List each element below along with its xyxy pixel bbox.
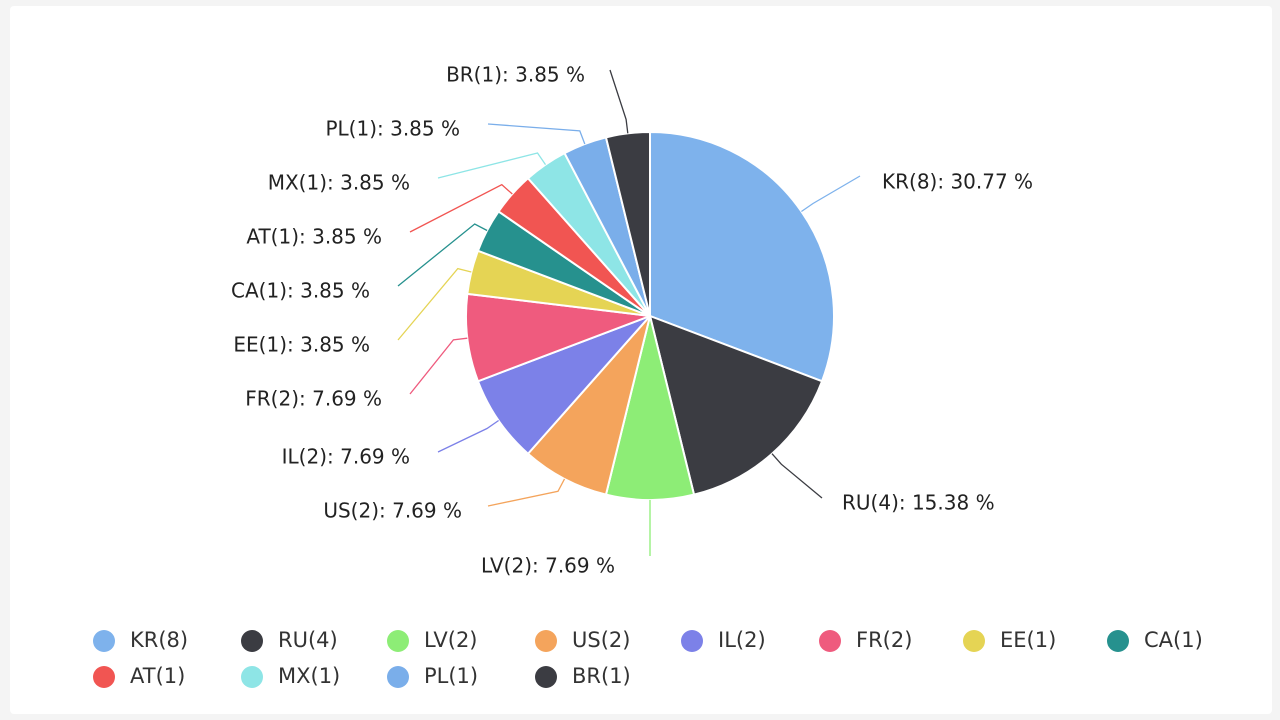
leader-line	[397, 267, 472, 341]
legend-marker	[535, 630, 557, 652]
pie-slices	[464, 130, 835, 501]
legend-item[interactable]: BR(1)	[535, 664, 631, 688]
legend-label: RU(4)	[278, 628, 338, 652]
legend-marker	[241, 630, 263, 652]
slice-label: FR(2): 7.69 %	[245, 387, 382, 411]
legend-marker	[241, 666, 263, 688]
slice-labels: KR(8): 30.77 % RU(4): 15.38 % LV(2): 7.69 …	[231, 63, 1033, 578]
legend-item[interactable]: EE(1)	[963, 628, 1056, 652]
legend-item[interactable]: AT(1)	[93, 664, 185, 688]
slice-label: BR(1): 3.85 %	[446, 63, 585, 87]
legend-label: CA(1)	[1144, 628, 1203, 652]
slice-label: PL(1): 3.85 %	[325, 117, 460, 141]
legend-item[interactable]: LV(2)	[387, 628, 478, 652]
slice-label: LV(2): 7.69 %	[481, 554, 615, 578]
legend-marker	[819, 630, 841, 652]
legend-label: BR(1)	[572, 664, 631, 688]
legend-item[interactable]: FR(2)	[819, 628, 912, 652]
legend-label: AT(1)	[130, 664, 185, 688]
slice-label: AT(1): 3.85 %	[246, 225, 382, 249]
legend-item[interactable]: US(2)	[535, 628, 630, 652]
slice-label: RU(4): 15.38 %	[842, 491, 995, 515]
legend-marker	[1107, 630, 1129, 652]
slice-label: KR(8): 30.77 %	[882, 170, 1033, 194]
slice-label: MX(1): 3.85 %	[268, 171, 410, 195]
slice-label: CA(1): 3.85 %	[231, 279, 370, 303]
legend-label: US(2)	[572, 628, 630, 652]
legend-label: MX(1)	[278, 664, 340, 688]
leader-line	[487, 478, 566, 507]
legend-item[interactable]: MX(1)	[241, 664, 340, 688]
legend-label: KR(8)	[130, 628, 188, 652]
slice-label: US(2): 7.69 %	[323, 499, 462, 523]
legend-item[interactable]: KR(8)	[93, 628, 188, 652]
legend-marker	[681, 630, 703, 652]
label-leader-lines	[397, 69, 861, 556]
leader-line	[437, 152, 547, 179]
slice-label: IL(2): 7.69 %	[282, 445, 410, 469]
legend-item[interactable]: PL(1)	[387, 664, 478, 688]
legend-label: PL(1)	[424, 664, 478, 688]
legend-marker	[93, 630, 115, 652]
legend-label: LV(2)	[424, 628, 478, 652]
leader-line	[771, 453, 823, 499]
legend-marker	[963, 630, 985, 652]
pie-slice-br-1[interactable]	[604, 130, 651, 317]
legend: KR(8) RU(4) LV(2) US(2) IL(2) FR(2) EE(1) CA(1)…	[93, 628, 1203, 688]
legend-item[interactable]: RU(4)	[241, 628, 338, 652]
leader-line	[487, 123, 586, 145]
legend-marker	[387, 630, 409, 652]
leader-line	[609, 69, 629, 134]
legend-marker	[387, 666, 409, 688]
legend-item[interactable]: IL(2)	[681, 628, 766, 652]
legend-item[interactable]: CA(1)	[1107, 628, 1203, 652]
legend-marker	[93, 666, 115, 688]
legend-label: EE(1)	[1000, 628, 1056, 652]
leader-line	[801, 175, 861, 213]
slice-label: EE(1): 3.85 %	[233, 333, 370, 357]
legend-label: FR(2)	[856, 628, 912, 652]
leader-line	[409, 337, 468, 395]
legend-marker	[535, 666, 557, 688]
leader-line	[397, 223, 488, 287]
legend-label: IL(2)	[718, 628, 766, 652]
leader-line	[437, 419, 499, 453]
leader-line	[409, 183, 513, 233]
